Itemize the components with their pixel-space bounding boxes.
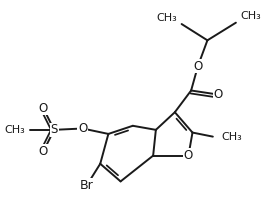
Text: O: O xyxy=(78,122,87,135)
Text: Br: Br xyxy=(80,179,94,192)
Text: S: S xyxy=(50,123,58,136)
Text: O: O xyxy=(39,145,48,158)
Text: O: O xyxy=(39,102,48,115)
Text: CH₃: CH₃ xyxy=(157,13,178,23)
Text: O: O xyxy=(184,149,193,162)
Text: CH₃: CH₃ xyxy=(240,11,261,21)
Text: O: O xyxy=(214,88,223,101)
Text: O: O xyxy=(193,60,202,72)
Text: CH₃: CH₃ xyxy=(221,132,242,142)
Text: CH₃: CH₃ xyxy=(4,125,25,135)
